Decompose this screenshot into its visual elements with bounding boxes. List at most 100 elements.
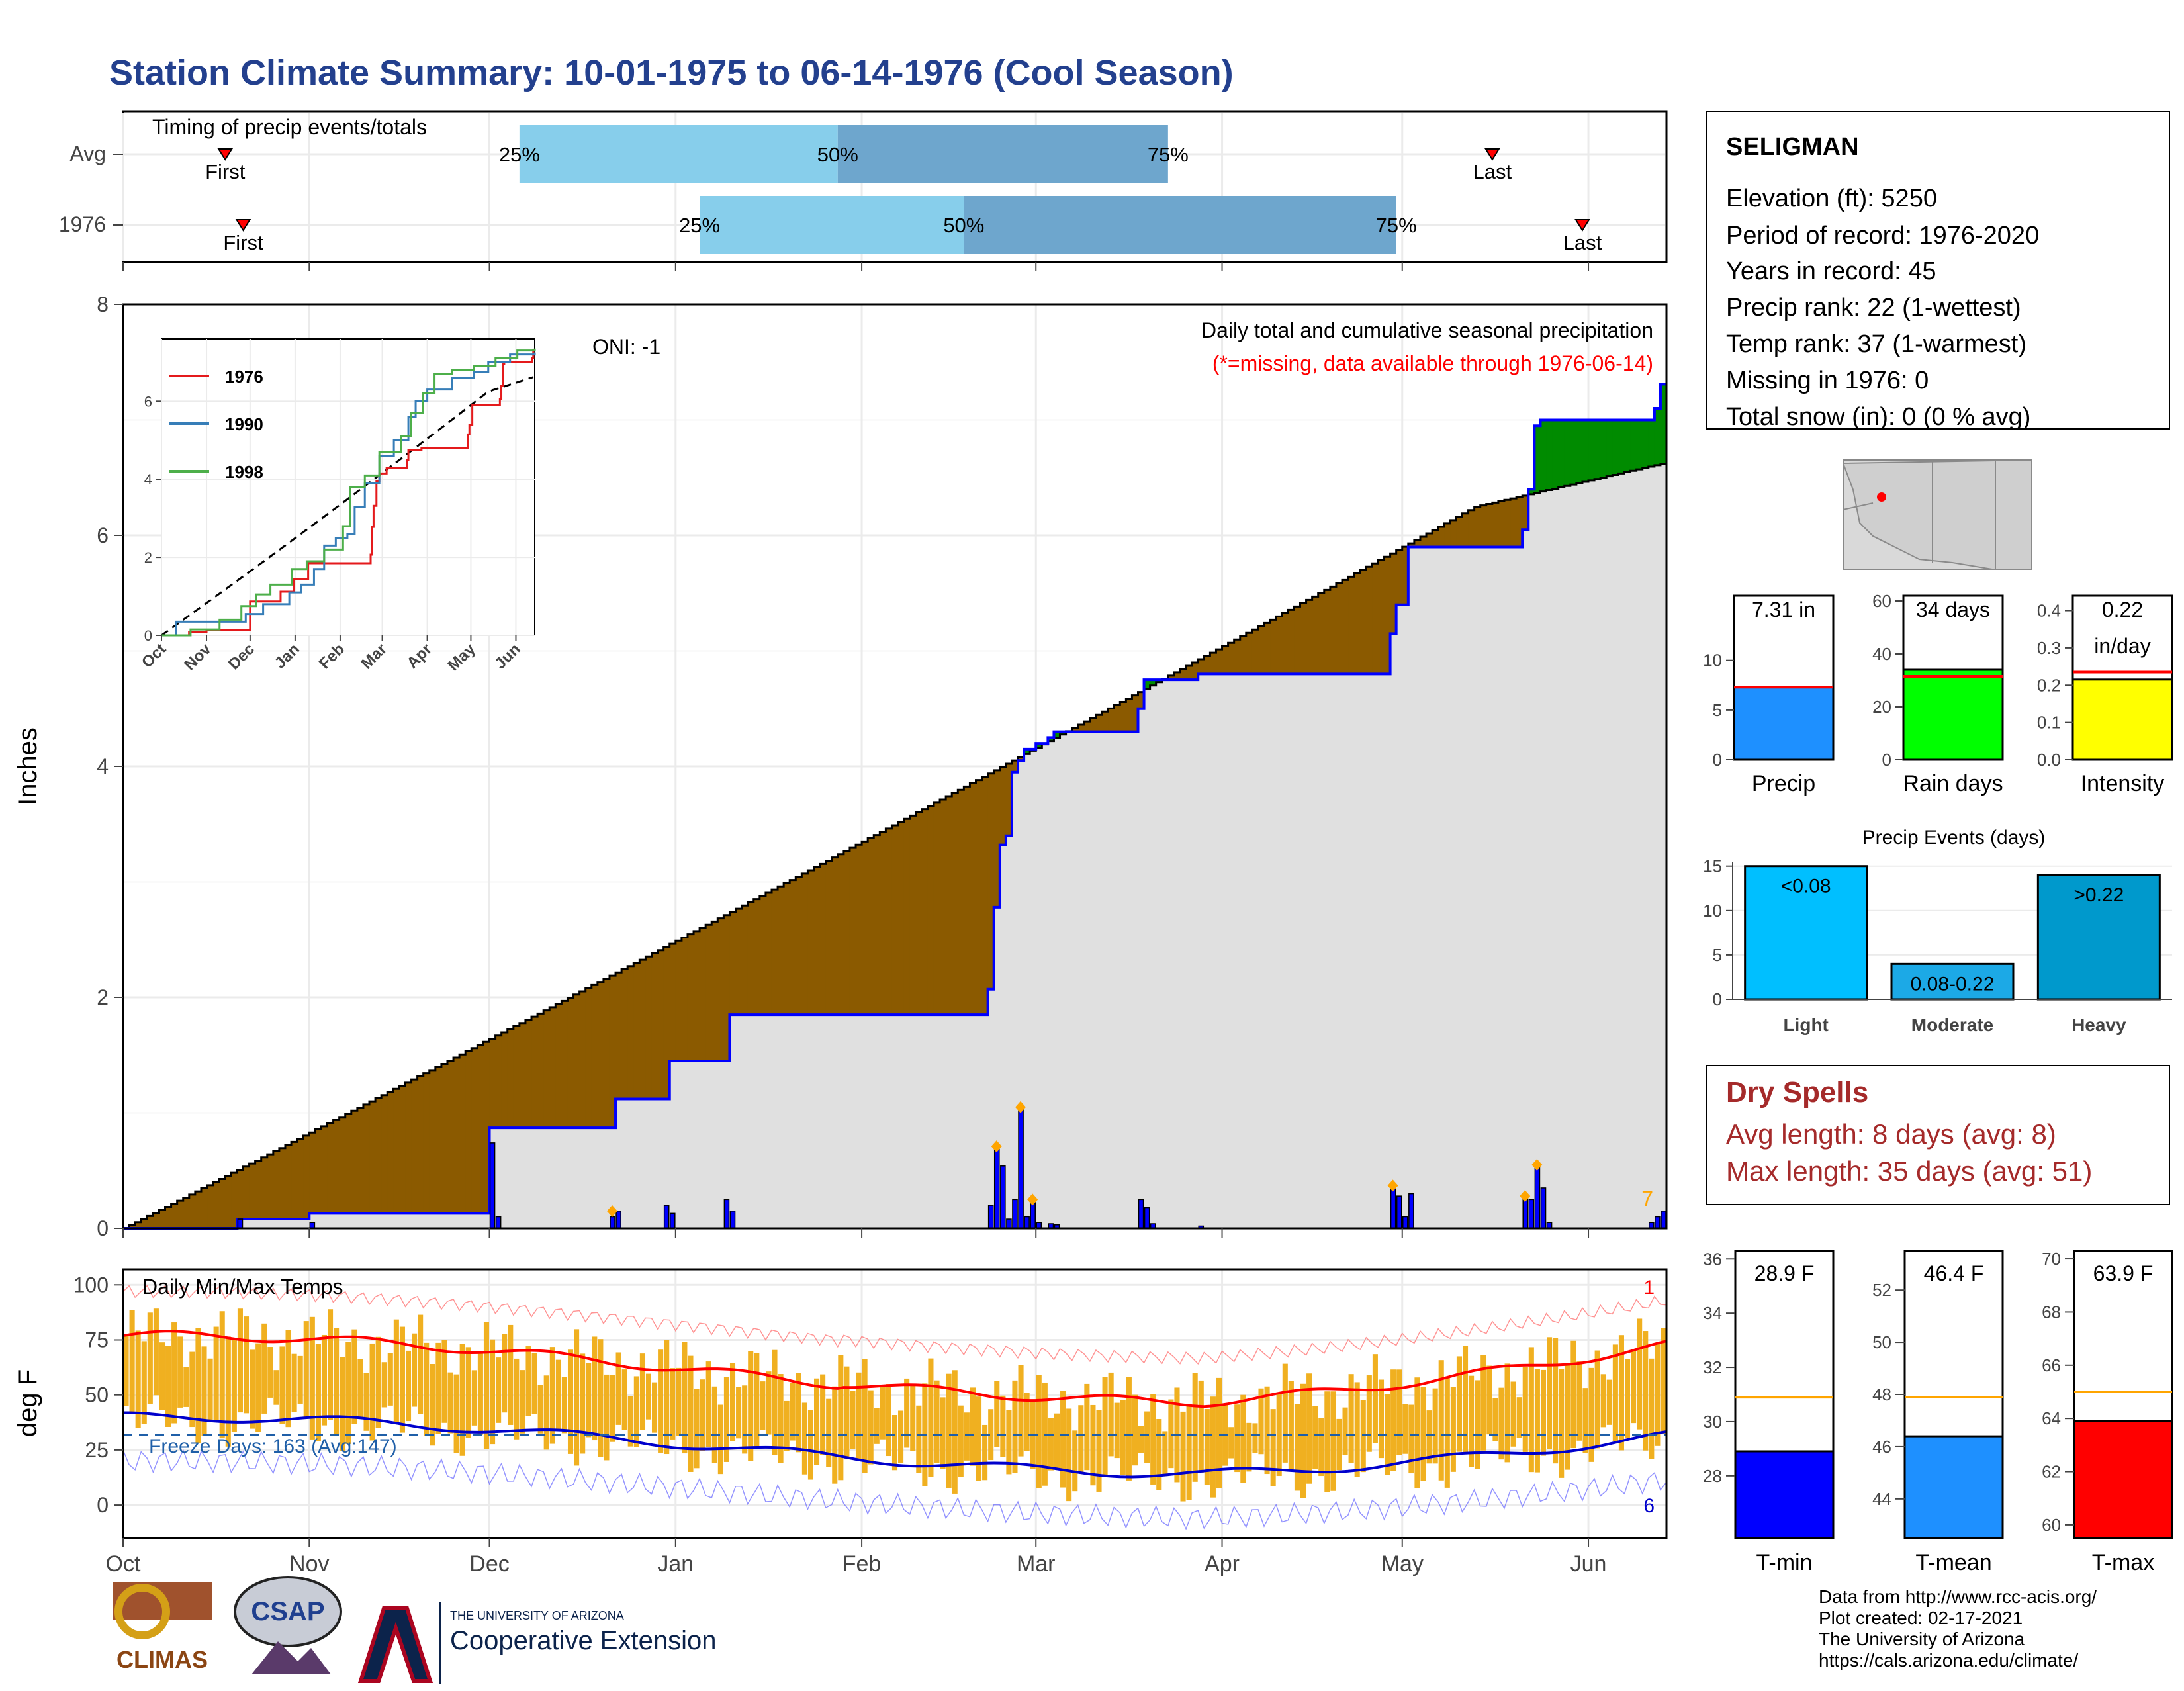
temp-range-bar [1126,1377,1132,1481]
deficit-segment [621,969,628,1099]
daily-precip-bar-15 [1018,1107,1024,1229]
temp-range-bar [682,1342,688,1454]
temp-range-bar [801,1402,807,1475]
deficit-segment [579,991,586,1128]
surplus-segment [1540,420,1547,492]
deficit-segment [1192,663,1199,680]
station-line-period: Period of record: 1976-2020 [1726,222,2039,250]
deficit-segment [327,1123,334,1214]
surplus-segment [1564,420,1571,486]
temp-range-bar [1661,1328,1666,1434]
deficit-segment [387,1092,394,1214]
deficit-segment [1486,504,1493,547]
precip-fills [123,383,1667,1230]
inset-line-1990 [161,352,536,637]
locator-map [1842,459,2032,570]
temp-range-bar [447,1372,453,1434]
temp-range-bar [1012,1380,1018,1473]
daily-precip-bar-27 [1402,1216,1408,1229]
deficit-segment [1432,529,1439,547]
surplus-segment [1612,420,1619,475]
deficit-segment [285,1145,292,1220]
temp-range-bar [123,1336,129,1406]
deficit-segment [1318,593,1325,674]
deficit-segment [435,1067,442,1214]
deficit-segment [177,1201,184,1228]
events-bar-heavy [2036,874,2161,1001]
precip-ytick-label-4: 8 [97,293,109,316]
temp-ytick-label-2: 50 [85,1383,109,1407]
temp-range-bar [1492,1398,1498,1441]
surplus-segment [1036,743,1042,748]
temp-range-bar [742,1385,748,1454]
deficit-segment [741,905,749,1015]
temp-range-bar [520,1370,525,1434]
events-category-moderate: Moderate [1911,1015,1993,1035]
deficit-segment [531,1017,538,1128]
temp-range-bar [826,1398,832,1467]
temp-range-bar [946,1373,952,1488]
temp-range-bar [334,1328,340,1436]
summary-ytick-label-2-0: 0.0 [2037,750,2061,770]
temp-range-bar [177,1336,183,1408]
csap-logo-cloud [234,1576,342,1647]
temp-summary-ytick-label-0-2: 32 [1703,1357,1722,1377]
temp-range-bar [207,1358,213,1420]
daily-precip-bar-16 [1024,1216,1030,1229]
timing-last-marker-1 [1574,219,1590,232]
ua-logo-big-text: Cooperative Extension [450,1626,716,1655]
temp-range-bar [393,1319,399,1423]
deficit-segment [1186,665,1193,680]
temp-range-bar [796,1373,801,1453]
daily-precip-bar-31 [1534,1164,1541,1229]
dry-spells-box: Dry Spells Avg length: 8 days (avg: 8) M… [1706,1065,2170,1205]
deficit-segment [315,1129,322,1214]
timing-row-year-label: 1976 [59,212,106,236]
temp-range-bar [1078,1405,1084,1473]
daily-precip-bar-0 [237,1218,244,1229]
month-label-Oct: Oct [106,1551,141,1577]
surplus-segment [1642,420,1649,469]
month-label-Apr: Apr [1205,1551,1240,1577]
temp-range-bar [934,1380,940,1463]
temp-range-bar [1547,1337,1553,1449]
deficit-segment [231,1173,238,1228]
precip-events-chart: Precip Events (days) <0.08 Light 0.08-0.22… [1703,827,2172,1035]
temp-range-bar [1072,1430,1078,1492]
precip-ytick-label-1: 2 [97,985,109,1009]
season-cumulative-line [123,383,1666,1230]
temp-range-bar [250,1349,255,1429]
deficit-segment [447,1060,454,1214]
deficit-segment [423,1073,430,1214]
temp-range-bar [1576,1361,1582,1441]
temp-range-bar [688,1355,694,1472]
deficit-segment [964,786,971,1015]
deficit-segment [573,994,580,1128]
deficit-segment [147,1216,154,1228]
month-label-Jun: Jun [1570,1551,1607,1577]
deficit-segment [1294,606,1301,674]
month-label-Mar: Mar [1017,1551,1056,1577]
deficit-segment [987,773,995,989]
deficit-segment [525,1019,532,1128]
temp-range-bar [1456,1356,1462,1452]
temp-range-bar [1462,1346,1469,1452]
month-label-Nov: Nov [289,1551,329,1577]
temp-range-bar [189,1351,195,1428]
temp-range-bar [1096,1410,1102,1492]
summary-ytick-label-1-1: 20 [1872,697,1891,717]
timing-title: Timing of precip events/totals [152,115,427,139]
deficit-segment [694,931,700,1061]
temp-ytick-label-0: 0 [97,1493,109,1517]
timing-q75-label-0: 75% [1148,143,1189,166]
legend-label-1976: 1976 [225,367,263,387]
temp-range-bar [1036,1375,1042,1488]
temp-summary-bar-1 [1903,1435,2004,1539]
temp-range-bar [814,1378,820,1465]
deficit-segment [369,1101,376,1214]
deficit-segment [561,1001,569,1128]
temp-range-bar [904,1378,910,1448]
daily-precip-bar-32 [1540,1187,1547,1229]
temp-range-bar [1186,1406,1192,1500]
temp-range-bar [567,1349,574,1454]
